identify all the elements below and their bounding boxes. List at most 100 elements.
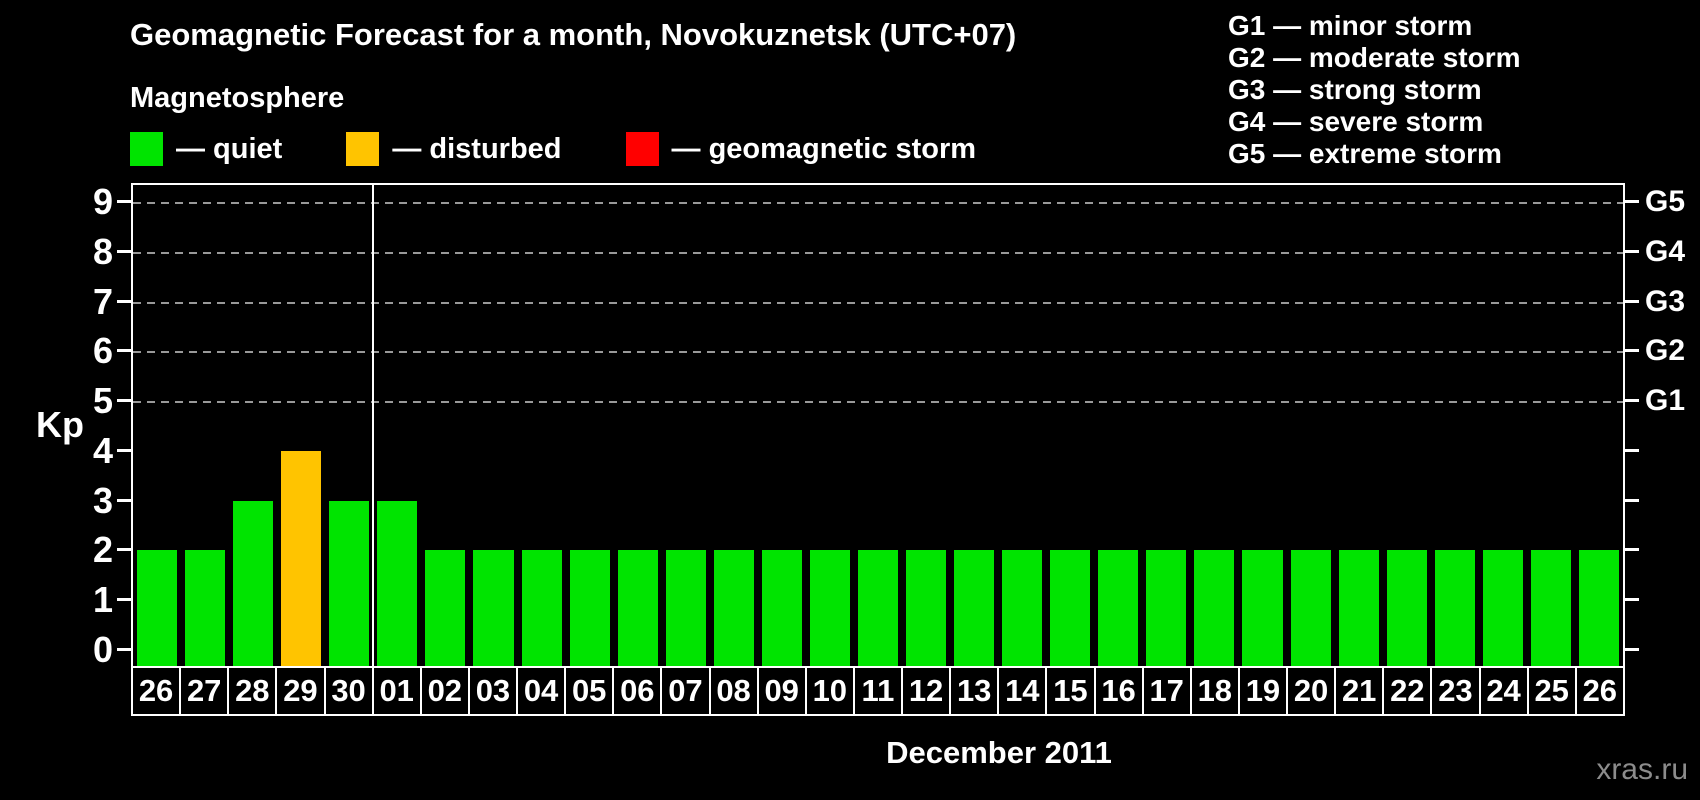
right-tick-kp-3 <box>1625 498 1639 502</box>
day-label-27: 27 <box>179 666 230 716</box>
day-label-07: 07 <box>660 666 711 716</box>
month-boundary-line <box>372 185 375 666</box>
y-axis-tick-label-0: 0 <box>92 629 113 670</box>
right-tick-kp-4 <box>1625 448 1639 452</box>
right-tick-kp-9 <box>1625 199 1639 203</box>
bar-day-23 <box>1434 550 1475 666</box>
day-label-08: 08 <box>708 666 759 716</box>
day-label-21: 21 <box>1334 666 1385 716</box>
day-label-02: 02 <box>419 666 470 716</box>
right-tick-kp-5 <box>1625 399 1639 403</box>
magnetosphere-label: Magnetosphere <box>130 82 345 114</box>
bar-day-24 <box>1482 550 1523 666</box>
bar-day-05 <box>569 550 610 666</box>
day-label-25: 25 <box>1526 666 1577 716</box>
day-label-13: 13 <box>949 666 1000 716</box>
watermark: xras.ru <box>1596 753 1688 786</box>
gridline-kp-5 <box>133 401 1623 404</box>
day-label-15: 15 <box>1045 666 1096 716</box>
day-label-17: 17 <box>1141 666 1192 716</box>
bar-day-18 <box>1194 550 1235 666</box>
day-label-26: 26 <box>1574 666 1625 716</box>
left-tick-kp-6 <box>117 349 131 353</box>
y-axis-tick-label-6: 6 <box>92 330 113 372</box>
day-label-05: 05 <box>564 666 615 716</box>
left-tick-kp-5 <box>117 399 131 403</box>
plot-area <box>131 183 1625 668</box>
right-axis-label-g4: G4 <box>1645 234 1686 268</box>
y-axis-tick-label-1: 1 <box>92 579 113 621</box>
bar-day-19 <box>1242 550 1283 666</box>
day-label-29: 29 <box>275 666 326 716</box>
legend-swatch-disturbed <box>346 132 380 166</box>
gridline-kp-6 <box>133 351 1623 354</box>
bar-day-02 <box>425 550 466 666</box>
bar-day-01 <box>377 500 418 666</box>
day-label-04: 04 <box>516 666 567 716</box>
bar-day-28 <box>233 500 274 666</box>
y-axis-tick-label-7: 7 <box>92 280 113 322</box>
bar-day-07 <box>665 550 706 666</box>
right-axis-label-g5: G5 <box>1645 184 1686 218</box>
right-tick-kp-8 <box>1625 249 1639 253</box>
day-label-12: 12 <box>901 666 952 716</box>
x-axis-day-labels: 26 27 28 29 30 01 02 03 04 05 06 07 08 09 10 11 12 13 14 15… <box>131 666 1625 716</box>
bar-day-11 <box>857 550 899 666</box>
day-label-20: 20 <box>1286 666 1337 716</box>
right-axis-label-g1: G1 <box>1645 384 1686 418</box>
bar-day-26 <box>137 550 178 666</box>
bar-day-25 <box>1530 550 1571 666</box>
left-tick-kp-9 <box>117 199 131 203</box>
day-label-01: 01 <box>371 666 422 716</box>
gridline-kp-7 <box>133 301 1623 304</box>
bar-day-30 <box>329 500 370 666</box>
y-axis-tick-label-8: 8 <box>92 230 113 272</box>
bar-day-27 <box>185 550 226 666</box>
bar-day-06 <box>617 550 658 666</box>
right-tick-kp-0 <box>1625 648 1639 651</box>
right-tick-kp-1 <box>1625 598 1639 602</box>
g-scale-item-4: G4 — severe storm <box>1228 106 1484 137</box>
chart-title: Geomagnetic Forecast for a month, Novoku… <box>130 17 1017 52</box>
day-label-14: 14 <box>997 666 1048 716</box>
left-tick-kp-1 <box>117 598 131 602</box>
y-axis-tick-label-3: 3 <box>92 479 113 521</box>
bar-day-15 <box>1050 550 1091 666</box>
day-label-26: 26 <box>131 666 182 716</box>
bar-day-16 <box>1098 550 1139 666</box>
day-label-06: 06 <box>612 666 663 716</box>
bar-day-20 <box>1290 550 1331 666</box>
right-tick-kp-2 <box>1625 548 1639 552</box>
y-axis-tick-label-9: 9 <box>92 180 113 222</box>
bar-day-08 <box>713 550 754 666</box>
bar-day-10 <box>809 550 850 666</box>
left-tick-kp-2 <box>117 548 131 552</box>
bar-day-03 <box>473 550 514 666</box>
legend-swatch-geomagnetic-storm <box>625 132 659 166</box>
bar-day-13 <box>954 550 995 666</box>
bar-day-29 <box>281 450 322 666</box>
bar-day-21 <box>1338 550 1379 666</box>
g-scale-item-3: G3 — strong storm <box>1228 74 1482 105</box>
legend-label-geomagnetic-storm: — geomagnetic storm <box>671 132 977 165</box>
magnetosphere-legend: — quiet — disturbed — geomagnetic storm <box>130 132 976 166</box>
month-label: December 2011 <box>886 735 1112 770</box>
bar-day-04 <box>521 550 562 666</box>
bar-day-09 <box>761 550 802 666</box>
left-tick-kp-0 <box>117 648 131 651</box>
y-axis-tick-label-5: 5 <box>92 380 113 422</box>
legend-swatch-quiet <box>130 132 163 166</box>
left-tick-kp-3 <box>117 498 131 502</box>
gridline-kp-8 <box>133 251 1623 254</box>
right-tick-kp-6 <box>1625 349 1639 353</box>
day-label-22: 22 <box>1382 666 1433 716</box>
day-label-18: 18 <box>1189 666 1240 716</box>
bar-day-12 <box>906 550 947 666</box>
left-tick-kp-8 <box>117 249 131 253</box>
g-scale-item-2: G2 — moderate storm <box>1228 42 1521 73</box>
day-label-16: 16 <box>1093 666 1144 716</box>
g-scale-item-1: G1 — minor storm <box>1228 10 1473 41</box>
legend-label-disturbed: — disturbed <box>392 132 562 165</box>
legend-item-quiet: — quiet <box>130 132 282 166</box>
